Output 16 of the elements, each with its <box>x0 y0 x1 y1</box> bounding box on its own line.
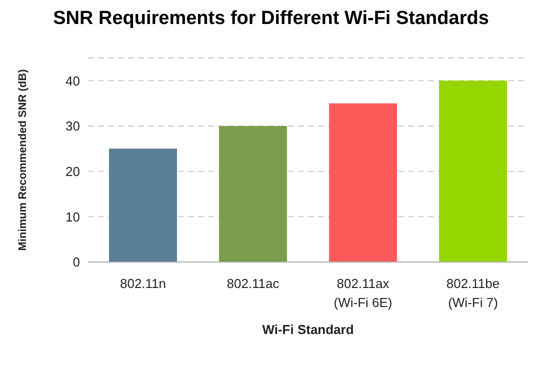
bar <box>439 80 507 262</box>
x-tick-label: 802.11ac <box>226 276 280 291</box>
y-axis-title: Minimum Recommended SNR (dB) <box>16 68 29 251</box>
y-tick-label: 0 <box>72 254 80 270</box>
x-tick-label: 802.11n <box>120 276 166 291</box>
y-tick-label: 40 <box>66 73 80 88</box>
y-tick-label: 10 <box>66 209 80 224</box>
chart-title: SNR Requirements for Different Wi-Fi Standards <box>52 8 490 31</box>
x-tick-label: 802.11ax (Wi-Fi 6E) <box>334 276 392 310</box>
y-tick-label: 30 <box>66 118 80 134</box>
bar <box>329 103 397 262</box>
bar <box>219 126 287 262</box>
y-tick-label: 20 <box>66 164 80 179</box>
x-tick-label: 802.11be (Wi-Fi 7) <box>446 276 500 310</box>
x-axis-title: Wi-Fi Standard <box>262 322 354 337</box>
bar <box>109 148 177 262</box>
